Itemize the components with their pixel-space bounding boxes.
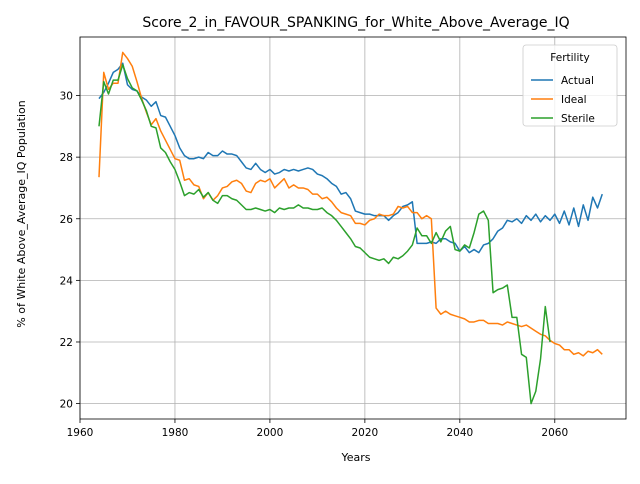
series-lines xyxy=(98,51,603,405)
y-tick-label: 22 xyxy=(60,337,73,349)
x-tick-label: 2020 xyxy=(352,427,379,439)
y-tick-label: 30 xyxy=(60,91,73,103)
y-tick-label: 20 xyxy=(60,399,73,411)
y-axis-label: % of White Above_Average_IQ Population xyxy=(15,100,28,327)
x-tick-label: 1980 xyxy=(162,427,189,439)
legend: Fertility Actual Ideal Sterile xyxy=(522,44,618,127)
legend-label-sterile: Sterile xyxy=(561,113,595,125)
legend-title: Fertility xyxy=(550,52,589,64)
series-line-sterile xyxy=(98,63,551,405)
chart-title: Score_2_in_FAVOUR_SPANKING_for_White_Abo… xyxy=(142,15,569,31)
y-tick-label: 26 xyxy=(60,214,74,226)
x-tick-label: 2000 xyxy=(257,427,284,439)
legend-box xyxy=(522,44,618,127)
x-tick-label: 2040 xyxy=(446,427,473,439)
series-line-actual xyxy=(98,62,603,254)
plot-frame xyxy=(79,36,627,420)
legend-label-actual: Actual xyxy=(561,75,594,87)
x-tick-label: 1960 xyxy=(67,427,94,439)
y-tick-label: 24 xyxy=(60,275,74,287)
axes: 1960 1980 2000 2020 2040 2060 20 22 24 26 28 30 xyxy=(60,91,569,439)
x-tick-label: 2060 xyxy=(541,427,568,439)
x-axis-label: Years xyxy=(340,451,370,464)
y-tick-label: 28 xyxy=(60,152,73,164)
legend-label-ideal: Ideal xyxy=(561,94,587,106)
